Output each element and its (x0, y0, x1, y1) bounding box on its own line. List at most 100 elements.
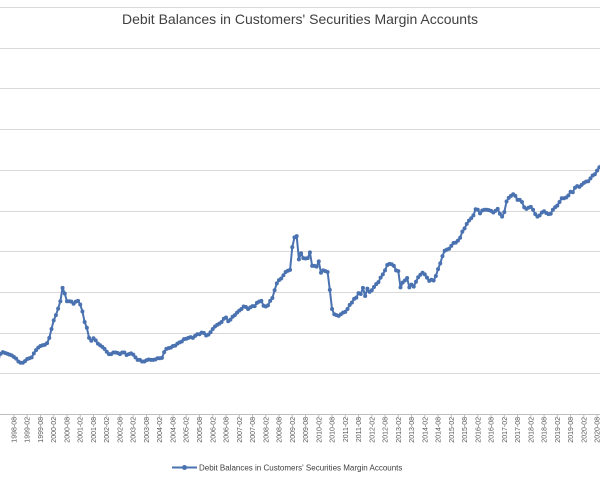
data-point (327, 287, 332, 292)
x-tick-label: 2017-02 (502, 417, 509, 443)
data-point (495, 206, 500, 211)
data-point (460, 229, 465, 234)
x-tick-label: 2001-02 (78, 417, 85, 443)
data-point (588, 176, 593, 181)
x-tick-label: 2007-02 (237, 417, 244, 443)
x-tick-label: 2014-08 (436, 417, 443, 443)
data-point (58, 299, 63, 304)
data-point (87, 335, 92, 340)
x-tick-label: 2012-08 (383, 417, 390, 443)
data-point (405, 276, 410, 281)
data-point (228, 317, 233, 322)
x-tick-label: 2008-08 (277, 417, 284, 443)
data-point (31, 351, 36, 356)
data-point (14, 356, 19, 361)
data-point (82, 320, 87, 325)
data-point (360, 285, 365, 290)
data-point (380, 272, 385, 277)
data-point (76, 298, 81, 303)
data-point (391, 263, 396, 268)
data-point (464, 221, 469, 226)
x-tick-label: 2005-02 (184, 417, 191, 443)
data-point (557, 199, 562, 204)
data-point (407, 285, 412, 290)
x-axis (0, 414, 600, 418)
x-tick-label: 2006-02 (210, 417, 217, 443)
x-tick-label: 2009-08 (303, 417, 310, 443)
legend: Debit Balances in Customers' Securities … (172, 464, 402, 473)
data-point (84, 325, 89, 330)
data-point (159, 355, 164, 360)
x-tick-label: 2012-02 (369, 417, 376, 443)
data-point (330, 306, 335, 311)
data-point (471, 213, 476, 218)
data-point (440, 254, 445, 259)
x-tick-label: 2016-02 (475, 417, 482, 443)
data-point (586, 179, 591, 184)
data-point (449, 243, 454, 248)
x-tick-label: 2015-08 (462, 417, 469, 443)
data-point (296, 257, 301, 262)
data-point (376, 280, 381, 285)
data-point (93, 338, 98, 343)
data-point (396, 269, 401, 274)
data-point (411, 284, 416, 289)
data-point (47, 335, 52, 340)
data-point (102, 346, 107, 351)
data-point (528, 204, 533, 209)
x-tick-label: 2005-08 (197, 417, 204, 443)
x-tick-label: 2011-08 (356, 417, 363, 442)
data-point (78, 302, 83, 307)
data-point (279, 276, 284, 281)
x-tick-label: 2007-08 (250, 417, 257, 443)
x-tick-label: 2016-08 (489, 417, 496, 443)
x-tick-label: 2008-02 (263, 417, 270, 443)
data-point (422, 272, 427, 277)
x-tick-label: 2020-02 (581, 417, 588, 443)
data-point (475, 207, 480, 212)
data-point (307, 250, 312, 255)
x-tick-label: 2003-02 (131, 417, 138, 443)
data-point (531, 207, 536, 212)
data-point (478, 211, 483, 216)
x-tick-label: 2001-08 (91, 417, 98, 443)
data-point (349, 300, 354, 305)
data-point (597, 165, 600, 170)
data-point (131, 352, 136, 357)
data-point (288, 267, 293, 272)
data-point (502, 210, 507, 215)
legend-series-label: Debit Balances in Customers' Securities … (199, 464, 402, 473)
x-tick-label: 2000-08 (64, 417, 71, 443)
data-point (570, 190, 575, 195)
data-point (458, 235, 463, 240)
chart-title: Debit Balances in Customers' Securities … (122, 11, 478, 27)
data-point (281, 273, 286, 278)
data-point (294, 234, 299, 239)
data-point (252, 304, 257, 309)
x-tick-label: 1999-08 (38, 417, 45, 443)
data-point (425, 275, 430, 280)
data-point (224, 315, 229, 320)
data-point (259, 298, 264, 303)
data-point (365, 286, 370, 291)
data-point (433, 274, 438, 279)
x-tick-label: 2020-08 (595, 417, 600, 443)
data-point (555, 203, 560, 208)
data-point (299, 251, 304, 256)
data-point (519, 199, 524, 204)
data-point (0, 355, 1, 358)
data-point (363, 293, 368, 298)
data-point (274, 281, 279, 286)
data-point (343, 309, 348, 314)
data-point (566, 193, 571, 198)
x-tick-label: 2017-08 (515, 417, 522, 443)
x-tick-label: 2010-02 (316, 417, 323, 443)
data-point (462, 226, 467, 231)
data-point (60, 285, 65, 290)
data-point (162, 350, 167, 355)
data-point (49, 326, 54, 331)
data-point (378, 275, 383, 280)
x-tick-label: 2019-08 (568, 417, 575, 443)
data-point (305, 256, 310, 261)
